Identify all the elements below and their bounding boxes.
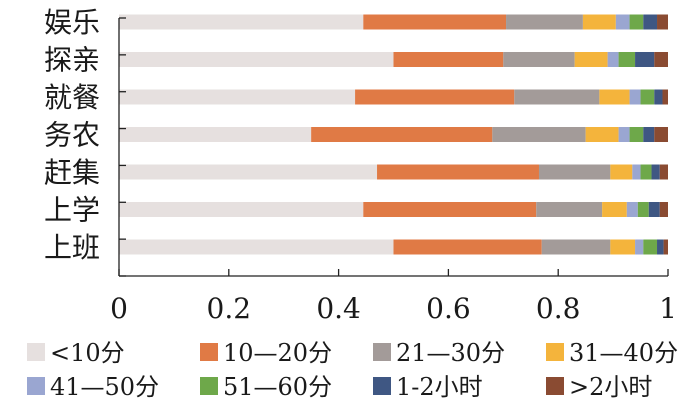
legend-label-2: 10—20分 [223, 339, 332, 367]
legend-label-1: <10分 [50, 339, 125, 367]
bar-segment-5-5 [632, 164, 641, 180]
bar-segment-7-2 [393, 239, 542, 255]
x-tick-label-3: 0.6 [426, 292, 471, 325]
x-tick-label-4: 0.8 [536, 292, 581, 325]
bar-segment-4-4 [585, 127, 619, 142]
bar-segment-3-1 [119, 89, 356, 105]
bar-segment-1-7 [643, 14, 658, 30]
legend-label-8: >2小时 [569, 373, 652, 401]
bar-segment-6-3 [536, 202, 603, 217]
bar-segment-2-6 [618, 52, 636, 67]
bar-segment-5-4 [610, 164, 633, 180]
bar-segment-1-5 [615, 14, 630, 30]
bar-segment-7-7 [657, 239, 664, 255]
bar-segment-3-3 [514, 89, 600, 105]
legend-swatch-6 [200, 377, 218, 395]
bar-segment-3-2 [355, 89, 515, 105]
bar-segment-2-7 [635, 52, 655, 67]
bar-segment-7-3 [541, 239, 611, 255]
bar-segment-7-4 [610, 239, 636, 255]
category-label-4: 务农 [44, 119, 100, 152]
category-label-2: 探亲 [44, 44, 100, 77]
bar-segment-4-6 [629, 127, 644, 142]
category-label-5: 赶集 [44, 156, 100, 189]
bar-segment-3-5 [629, 89, 641, 105]
bar-segment-6-2 [363, 202, 537, 217]
bar-segment-4-1 [119, 127, 312, 142]
legend-swatch-2 [200, 343, 218, 361]
x-tick-label-1: 0.2 [207, 292, 252, 325]
bar-segment-2-2 [393, 52, 504, 67]
bar-segment-4-8 [654, 127, 668, 142]
bar-segment-4-3 [492, 127, 586, 142]
bar-segment-4-7 [643, 127, 655, 142]
bar-segment-6-7 [648, 202, 660, 217]
legend-swatch-8 [546, 377, 564, 395]
legend-label-5: 41—50分 [50, 373, 159, 401]
bar-segment-1-4 [582, 14, 616, 30]
bar-segment-2-5 [607, 52, 619, 67]
bar-segment-4-2 [311, 127, 493, 142]
legend-swatch-5 [27, 377, 45, 395]
bar-segment-4-5 [618, 127, 630, 142]
bar-segment-1-6 [629, 14, 644, 30]
bar-segment-6-4 [602, 202, 627, 217]
bar-segment-5-1 [119, 164, 378, 180]
bar-segment-3-7 [654, 89, 663, 105]
bar-segment-5-3 [538, 164, 611, 180]
bar-segment-2-4 [574, 52, 608, 67]
legend-swatch-3 [373, 343, 391, 361]
legend-label-4: 31—40分 [569, 339, 678, 367]
bar-segment-6-5 [626, 202, 638, 217]
bar-segment-3-6 [640, 89, 655, 105]
bar-segment-2-3 [503, 52, 575, 67]
bar-segment-5-2 [377, 164, 539, 180]
bar-segment-5-7 [651, 164, 660, 180]
bar-segment-2-1 [119, 52, 394, 67]
category-label-1: 娱乐 [44, 6, 100, 39]
category-label-6: 上学 [44, 194, 100, 227]
bar-segment-6-6 [637, 202, 649, 217]
bar-segment-5-6 [640, 164, 652, 180]
bar-segment-2-8 [654, 52, 668, 67]
legend-label-3: 21—30分 [396, 339, 505, 367]
bar-segment-5-8 [659, 164, 668, 180]
bar-segment-7-5 [635, 239, 644, 255]
category-label-7: 上班 [44, 231, 100, 264]
legend-label-6: 51—60分 [223, 373, 332, 401]
bar-segment-1-8 [657, 14, 668, 30]
legend-swatch-4 [546, 343, 564, 361]
legend-label-7: 1-2小时 [396, 373, 483, 401]
bar-segment-3-4 [599, 89, 630, 105]
bar-segment-7-8 [663, 239, 668, 255]
bar-segment-7-1 [119, 239, 394, 255]
bar-segment-1-2 [363, 14, 507, 30]
x-tick-label-0: 0 [110, 292, 128, 325]
category-label-3: 就餐 [44, 81, 100, 114]
bar-segment-6-8 [659, 202, 668, 217]
x-tick-label-5: 1 [659, 292, 677, 325]
bar-segment-3-8 [662, 89, 668, 105]
legend-swatch-1 [27, 343, 45, 361]
legend-swatch-7 [373, 377, 391, 395]
x-tick-label-2: 0.4 [316, 292, 361, 325]
bar-segment-1-3 [506, 14, 583, 30]
bar-segment-1-1 [119, 14, 364, 30]
bar-segment-7-6 [643, 239, 658, 255]
bar-segment-6-1 [119, 202, 364, 217]
